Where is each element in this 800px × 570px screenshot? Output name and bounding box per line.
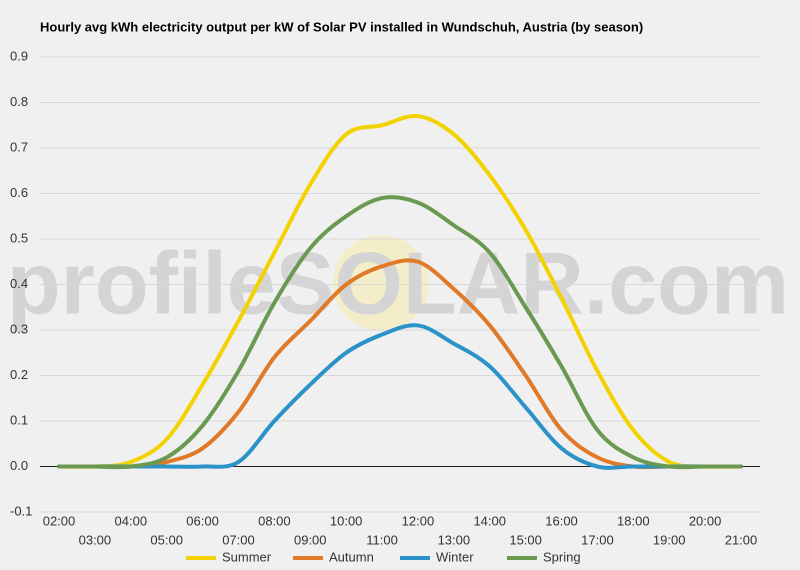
x-tick-label: 05:00	[150, 532, 183, 547]
x-tick-label: 16:00	[545, 513, 578, 528]
x-tick-label: 03:00	[79, 532, 112, 547]
x-tick-label: 07:00	[222, 532, 255, 547]
y-tick-label: 0.0	[10, 458, 28, 473]
series-line	[57, 323, 743, 470]
x-tick-label: 21:00	[725, 532, 758, 547]
x-tick-label: 17:00	[581, 532, 614, 547]
series-line	[57, 113, 743, 469]
y-tick-label: 0.5	[10, 230, 28, 245]
legend-label: Summer	[222, 549, 272, 564]
x-tick-label: 20:00	[689, 513, 722, 528]
y-tick-label: 0.3	[10, 321, 28, 336]
x-tick-label: 14:00	[473, 513, 506, 528]
y-tick-label: 0.6	[10, 185, 28, 200]
x-tick-label: 02:00	[43, 513, 76, 528]
x-tick-label: 15:00	[509, 532, 542, 547]
y-tick-label: 0.7	[10, 139, 28, 154]
legend-label: Spring	[543, 549, 581, 564]
x-tick-label: 19:00	[653, 532, 686, 547]
watermark: profileSOLAR.com	[7, 233, 789, 332]
y-tick-label: 0.1	[10, 412, 28, 427]
x-tick-label: 13:00	[438, 532, 471, 547]
chart-title: Hourly avg kWh electricity output per kW…	[40, 19, 643, 34]
y-tick-label: 0.8	[10, 94, 28, 109]
y-tick-label: -0.1	[10, 503, 32, 518]
x-tick-label: 18:00	[617, 513, 650, 528]
x-tick-label: 04:00	[115, 513, 148, 528]
x-tick-label: 11:00	[366, 532, 398, 547]
x-tick-label: 10:00	[330, 513, 363, 528]
series-line	[57, 195, 743, 470]
legend-label: Winter	[436, 549, 474, 564]
legend-label: Autumn	[329, 549, 374, 564]
x-tick-label: 06:00	[186, 513, 219, 528]
x-tick-label: 12:00	[402, 513, 435, 528]
x-tick-label: 08:00	[258, 513, 291, 528]
y-tick-label: 0.2	[10, 367, 28, 382]
x-tick-label: 09:00	[294, 532, 327, 547]
y-tick-label: 0.4	[10, 276, 28, 291]
y-tick-label: 0.9	[10, 48, 28, 63]
